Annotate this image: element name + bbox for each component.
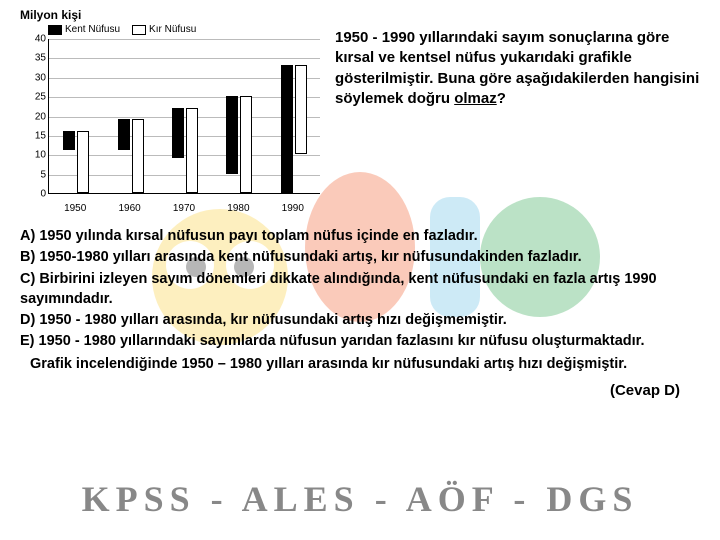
y-tick-label: 40 [35, 34, 46, 45]
legend-label-kir: Kır Nüfusu [149, 24, 196, 35]
y-tick-label: 20 [35, 111, 46, 122]
y-tick-label: 10 [35, 150, 46, 161]
answer-e: E) 1950 - 1980 yıllarındaki sayımlarda n… [20, 331, 700, 351]
watermark-footer: KPSS - ALES - AÖF - DGS [82, 478, 639, 520]
answer-explain: Grafik incelendiğinde 1950 – 1980 yıllar… [30, 354, 700, 374]
legend-box-kir [132, 25, 146, 35]
bar-kir [240, 96, 252, 193]
chart-legend: Kent Nüfusu Kır Nüfusu [48, 24, 325, 35]
answer-b: B) 1950-1980 yılları arasında kent nüfus… [20, 247, 700, 267]
legend-kir: Kır Nüfusu [132, 24, 196, 35]
legend-kent: Kent Nüfusu [48, 24, 120, 35]
question-body: 1950 - 1990 yıllarındaki sayım sonuçları… [335, 29, 699, 107]
y-tick-label: 25 [35, 92, 46, 103]
answer-d: D) 1950 - 1980 yılları arasında, kır nüf… [20, 310, 700, 330]
bar-kent [118, 119, 130, 150]
x-tick-label: 1980 [227, 203, 249, 214]
x-tick-label: 1960 [118, 203, 140, 214]
bar-kir [186, 108, 198, 193]
question-end: ? [497, 90, 506, 107]
correct-answer: (Cevap D) [20, 382, 700, 399]
bar-kir [77, 131, 89, 193]
bar-kent [281, 65, 293, 193]
y-tick-label: 0 [40, 189, 46, 200]
answer-c: C) Birbirini izleyen sayım dönemleri dik… [20, 269, 700, 310]
bar-kent [63, 131, 75, 150]
bar-kir [295, 65, 307, 154]
question-olmz: olmaz [454, 90, 497, 107]
question-text: 1950 - 1990 yıllarındaki sayım sonuçları… [335, 8, 700, 214]
population-chart: Milyon kişi Kent Nüfusu Kır Nüfusu 0 5 10 1… [20, 8, 325, 214]
y-tick-label: 15 [35, 130, 46, 141]
x-tick-label: 1990 [282, 203, 304, 214]
bar-kent [226, 96, 238, 174]
answer-list: A) 1950 yılında kırsal nüfusun payı topl… [20, 226, 700, 374]
bar-kir [132, 119, 144, 193]
legend-label-kent: Kent Nüfusu [65, 24, 120, 35]
y-axis-label: Milyon kişi [20, 8, 325, 22]
y-tick-label: 30 [35, 72, 46, 83]
bar-kent [172, 108, 184, 158]
x-tick-label: 1950 [64, 203, 86, 214]
x-tick-label: 1970 [173, 203, 195, 214]
y-tick-label: 5 [40, 169, 46, 180]
y-tick-label: 35 [35, 53, 46, 64]
answer-a: A) 1950 yılında kırsal nüfusun payı topl… [20, 226, 700, 246]
legend-box-kent [48, 25, 62, 35]
